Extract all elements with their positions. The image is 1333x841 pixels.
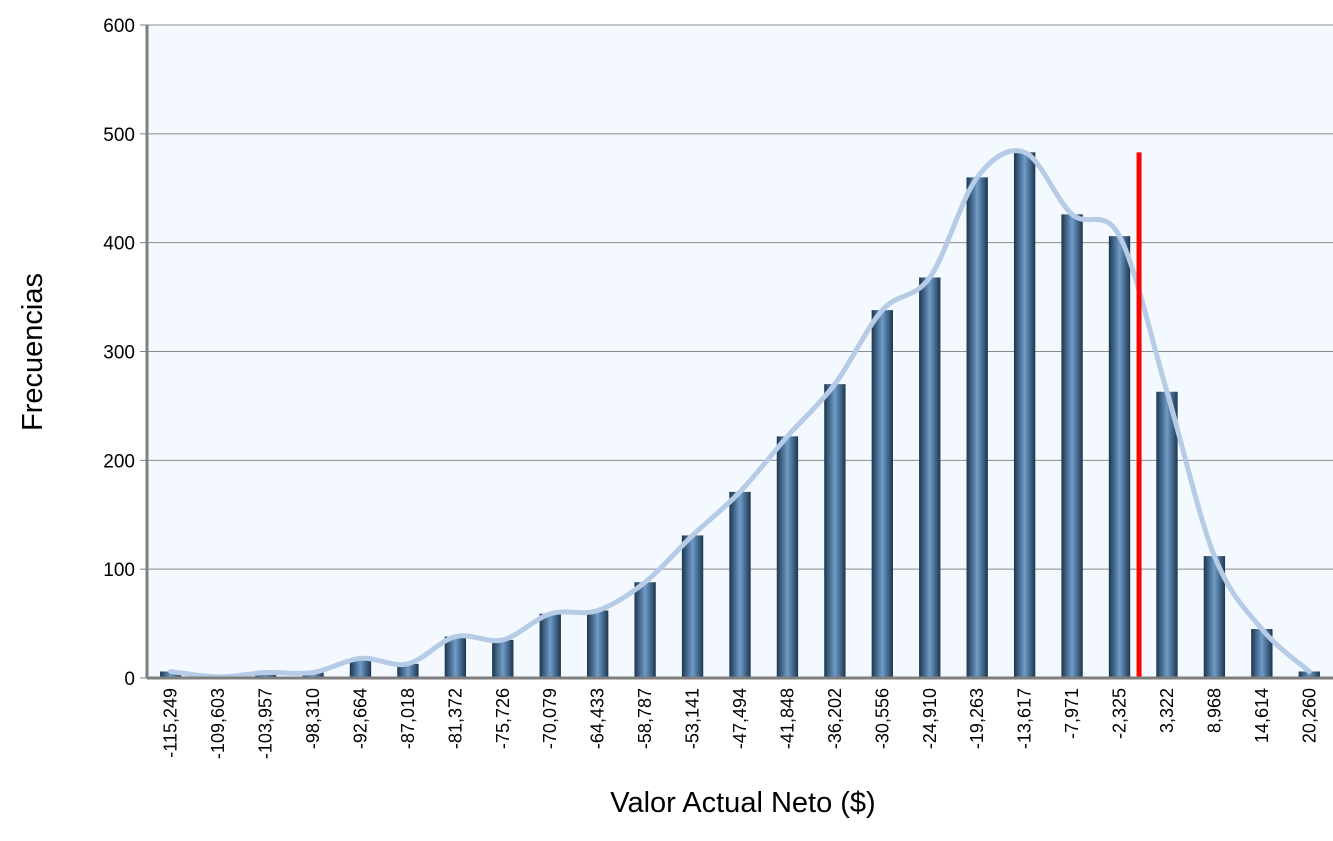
y-tick-label: 100	[103, 560, 135, 581]
x-tick-label: -47,494	[730, 688, 750, 749]
x-tick-label: -109,603	[208, 688, 228, 759]
bar	[1013, 152, 1036, 678]
x-tick-label: 20,260	[1299, 688, 1319, 743]
x-tick-label: -115,249	[161, 688, 181, 758]
y-tick-labels: 0 100 200 300 400 500 600	[103, 16, 147, 690]
x-tick-label: -103,957	[256, 688, 276, 759]
bar	[681, 535, 704, 678]
bar	[160, 671, 182, 678]
frequency-curve	[168, 148, 1312, 680]
x-tick-label: -58,787	[635, 688, 655, 749]
x-tick-label: -41,848	[777, 688, 797, 749]
bar	[966, 177, 988, 678]
x-tick-label: -92,664	[350, 688, 370, 749]
bar	[1251, 629, 1273, 678]
bar	[634, 582, 656, 678]
x-tick-label: -64,433	[588, 688, 608, 749]
y-tick-label: 0	[124, 669, 135, 690]
y-tick-label: 600	[103, 16, 135, 37]
x-tick-label: -19,263	[967, 688, 987, 749]
x-tick-label: -75,726	[493, 688, 513, 749]
bar	[729, 491, 751, 678]
x-tick-label: 8,968	[1204, 688, 1224, 733]
bar	[871, 310, 893, 678]
x-tick-label: -98,310	[303, 688, 323, 749]
bar	[492, 639, 514, 678]
y-tick-label: 200	[103, 451, 135, 472]
x-tick-label: -81,372	[445, 688, 465, 749]
bar	[539, 613, 561, 678]
x-tick-label: -36,202	[825, 688, 845, 749]
x-tick-label: -7,971	[1062, 688, 1082, 739]
bar	[397, 663, 419, 678]
x-tick-label: -24,910	[920, 688, 940, 749]
x-tick-labels: -115,249 -109,603 -103,957 -98,310 -92,664 -8…	[161, 688, 1320, 759]
y-axis-title: Frecuencias	[17, 273, 49, 431]
bar	[919, 277, 941, 678]
bar	[1061, 214, 1083, 678]
gridlines	[147, 24, 1333, 570]
bars	[160, 152, 1320, 679]
bar	[349, 658, 372, 678]
bar	[1108, 236, 1131, 679]
x-axis-title: Valor Actual Neto ($)	[610, 787, 875, 819]
x-tick-label: -87,018	[398, 688, 418, 749]
x-tick-label: -70,079	[540, 688, 560, 749]
bar	[1156, 391, 1178, 678]
y-tick-label: 300	[103, 343, 135, 364]
bar	[254, 672, 277, 678]
x-tick-label: 3,322	[1157, 688, 1177, 733]
bar	[1203, 556, 1226, 678]
bar	[587, 610, 609, 678]
bar	[302, 672, 324, 678]
x-tick-label: -13,617	[1015, 688, 1035, 749]
x-tick-label: -2,325	[1110, 688, 1130, 739]
x-tick-label: 14,614	[1252, 688, 1272, 743]
x-tick-label: -53,141	[683, 688, 703, 749]
bar	[824, 384, 846, 678]
bar	[1298, 671, 1320, 678]
bar	[444, 636, 467, 678]
y-tick-label: 400	[103, 234, 135, 255]
y-tick-label: 500	[103, 125, 135, 146]
bar	[776, 436, 799, 678]
x-tick-label: -30,556	[872, 688, 892, 749]
